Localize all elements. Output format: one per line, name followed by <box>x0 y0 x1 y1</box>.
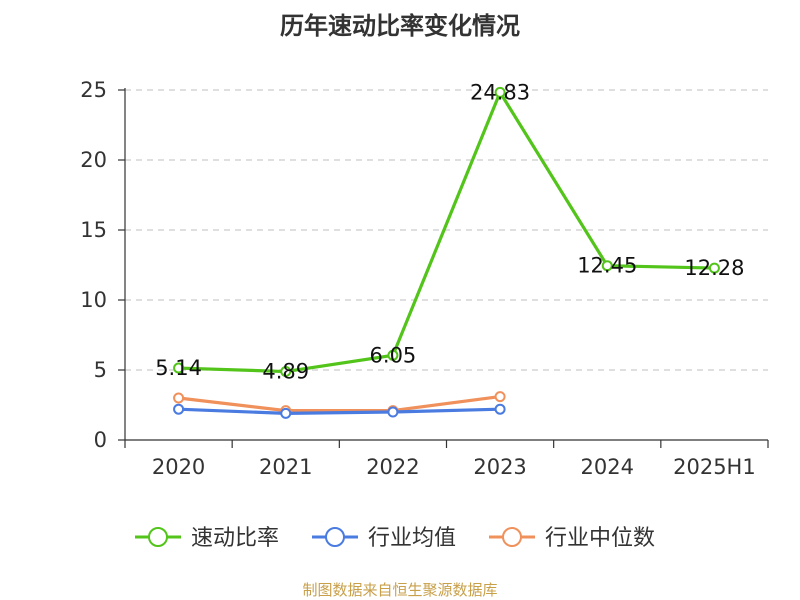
series-1 <box>173 403 506 419</box>
data-point <box>601 260 613 272</box>
data-label: 24.83 <box>470 80 530 104</box>
legend-label: 速动比率 <box>191 526 279 551</box>
x-tick-label: 2020 <box>152 455 205 479</box>
source-note: 制图数据来自恒生聚源数据库 <box>302 581 498 599</box>
y-tick-label: 10 <box>80 288 107 312</box>
data-point <box>494 403 506 415</box>
legend-item: 行业中位数 <box>489 526 655 551</box>
data-point <box>280 407 292 419</box>
series-line <box>178 395 501 413</box>
legend-marker <box>502 527 522 547</box>
x-tick-label: 2021 <box>259 455 312 479</box>
data-label: 5.14 <box>155 356 202 380</box>
data-label: 4.89 <box>262 360 309 384</box>
data-point <box>173 403 185 415</box>
legend-item: 速动比率 <box>135 526 279 551</box>
y-tick-label: 25 <box>80 78 107 102</box>
x-tick-label: 2024 <box>581 455 634 479</box>
y-tick-label: 5 <box>94 358 107 382</box>
data-point <box>387 349 399 361</box>
legend-label: 行业均值 <box>368 526 456 551</box>
y-tick-label: 0 <box>94 428 107 452</box>
y-tick-label: 15 <box>80 218 107 242</box>
data-label: 6.05 <box>370 343 417 367</box>
data-point <box>494 86 506 98</box>
data-point <box>387 406 399 418</box>
data-label: 12.28 <box>684 256 744 280</box>
data-label: 12.45 <box>577 254 637 278</box>
x-tick-label: 2022 <box>366 455 419 479</box>
series-line <box>178 90 715 374</box>
data-point <box>280 366 292 378</box>
legend-marker <box>325 527 345 547</box>
data-point <box>708 262 720 274</box>
series-0: 5.14 4.89 6.05 24.83 12.45 12.28 <box>155 80 744 383</box>
x-tick-label: 2025H1 <box>673 455 756 479</box>
chart-title: 历年速动比率变化情况 <box>280 12 520 40</box>
data-point <box>173 392 185 404</box>
data-point <box>494 391 506 403</box>
y-tick-label: 20 <box>80 148 107 172</box>
x-tick-label: 2023 <box>473 455 526 479</box>
legend-item: 行业均值 <box>312 526 456 551</box>
legend-marker <box>148 527 168 547</box>
legend-label: 行业中位数 <box>545 526 655 551</box>
series-line <box>178 407 501 415</box>
data-point <box>173 362 185 374</box>
